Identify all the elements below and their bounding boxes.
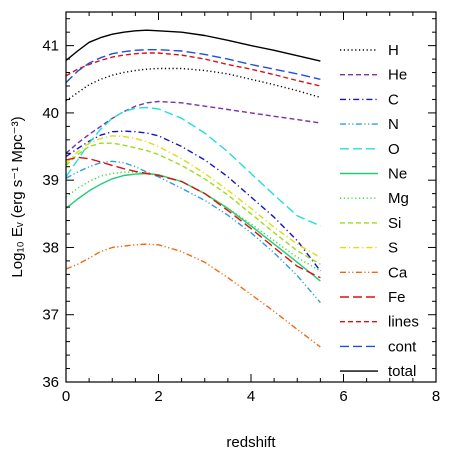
legend-label-Ne: Ne [388, 166, 407, 183]
legend-label-N: N [388, 116, 399, 133]
legend-label-O: O [388, 141, 400, 158]
y-tick-label: 38 [42, 239, 59, 256]
legend-label-He: He [388, 67, 407, 84]
plot-lines [65, 29, 321, 348]
x-tick-label: 4 [247, 388, 255, 405]
legend-label-Fe: Fe [388, 289, 406, 306]
legend-label-H: H [388, 42, 399, 59]
series-line-Mg [65, 171, 321, 272]
x-tick-label: 2 [154, 388, 162, 405]
series-line-Si [65, 142, 321, 265]
series-line-C [65, 130, 321, 272]
x-tick-label: 0 [62, 388, 70, 405]
legend-label-C: C [388, 91, 399, 108]
y-axis-label: Log₁₀ Eᵥ (erg s⁻¹ Mpc⁻³) [9, 116, 26, 277]
series-line-Ne [65, 172, 321, 282]
series-line-H [65, 67, 321, 102]
series-line-total [65, 29, 321, 62]
legend-label-Mg: Mg [388, 190, 409, 207]
legend-label-total: total [388, 363, 416, 380]
y-tick-label: 36 [42, 374, 59, 391]
series-line-Fe [65, 156, 321, 279]
y-tick-label: 40 [42, 105, 59, 122]
legend-label-S: S [388, 240, 398, 257]
x-axis-label: redshift [226, 434, 276, 451]
x-tick-label: 6 [339, 388, 347, 405]
series-line-cont [65, 49, 321, 84]
y-tick-label: 41 [42, 38, 59, 55]
legend-label-lines: lines [388, 314, 419, 331]
plot-frame [65, 11, 437, 383]
axis-ticks: 0 2 4 6 8 36 37 38 39 40 41 [42, 12, 440, 405]
x-tick-label: 8 [432, 388, 440, 405]
y-tick-label: 39 [42, 172, 59, 189]
series-line-S [65, 135, 321, 259]
legend: H He CNO Ne Mg Si S Ca Fe lines cont total [340, 42, 419, 380]
legend-label-Ca: Ca [388, 264, 408, 281]
series-line-Ca [65, 243, 321, 348]
series-line-O [65, 106, 321, 227]
y-tick-label: 37 [42, 307, 59, 324]
series-line-He [65, 100, 321, 154]
legend-label-cont: cont [388, 338, 417, 355]
legend-label-Si: Si [388, 215, 401, 232]
series-line-lines [65, 52, 321, 87]
